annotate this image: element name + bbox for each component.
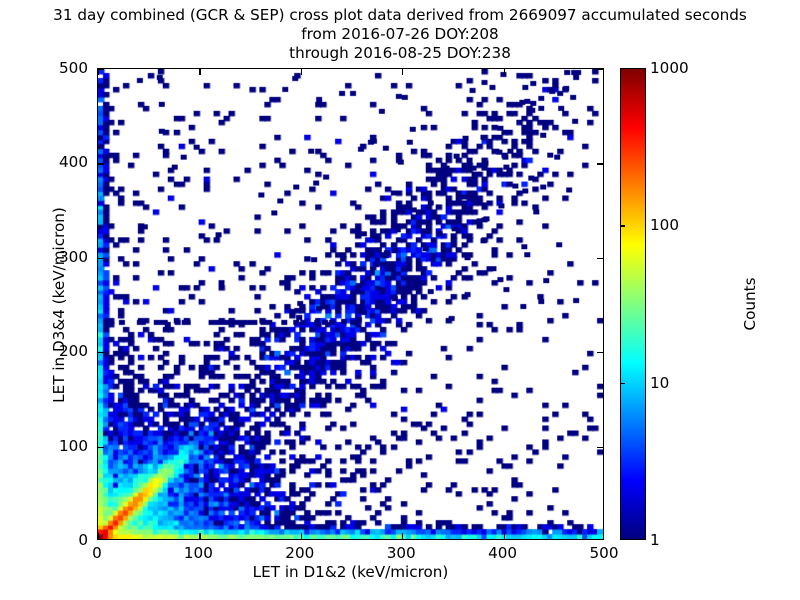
y-tick-mark — [98, 446, 104, 448]
colorbar-tick-mark — [620, 382, 625, 384]
y-tick-mark — [98, 69, 104, 71]
y-tick-mark — [597, 163, 603, 165]
title-line-2: from 2016-07-26 DOY:208 — [301, 25, 499, 43]
y-tick-mark — [98, 257, 104, 260]
y-tick-label: 300 — [59, 247, 88, 266]
x-tick-mark — [98, 533, 100, 539]
x-tick-mark — [199, 69, 201, 75]
title-line-1: 31 day combined (GCR & SEP) cross plot d… — [53, 6, 747, 24]
x-tick-label: 500 — [589, 544, 619, 562]
x-tick-mark — [300, 69, 303, 75]
colorbar-tick-mark — [620, 225, 625, 227]
y-tick-mark — [597, 352, 603, 354]
y-tick-mark — [597, 257, 603, 260]
x-tick-label: 400 — [488, 544, 518, 562]
colorbar-tick-label: 10 — [650, 373, 670, 392]
y-tick-mark — [597, 69, 603, 71]
y-tick-mark — [98, 163, 104, 165]
x-tick-label: 100 — [183, 544, 213, 562]
title-line-3: through 2016-08-25 DOY:238 — [289, 44, 511, 62]
y-tick-label: 400 — [59, 153, 88, 172]
colorbar-gradient — [620, 68, 646, 540]
chart-title: 31 day combined (GCR & SEP) cross plot d… — [0, 6, 800, 63]
y-tick-label: 0 — [78, 531, 88, 549]
y-tick-mark — [597, 446, 603, 448]
heatmap-canvas — [98, 69, 603, 539]
plot-area — [97, 68, 604, 540]
x-tick-label: 0 — [92, 544, 102, 562]
x-tick-mark — [402, 533, 404, 539]
x-tick-mark — [199, 533, 201, 539]
x-tick-label: 200 — [285, 544, 315, 562]
x-tick-mark — [300, 533, 303, 539]
colorbar-tick-label: 1 — [650, 531, 660, 549]
x-tick-mark — [98, 69, 100, 75]
x-tick-label: 300 — [386, 544, 416, 562]
y-axis-label: LET in D3&4 (keV/micron) — [50, 207, 68, 403]
y-tick-label: 500 — [59, 59, 88, 77]
y-tick-label: 100 — [59, 436, 88, 455]
x-axis-label: LET in D1&2 (keV/micron) — [252, 563, 449, 581]
colorbar-tick-label: 100 — [650, 216, 679, 235]
colorbar — [620, 68, 646, 540]
y-tick-label: 200 — [59, 342, 88, 361]
x-tick-mark — [503, 69, 505, 75]
x-tick-mark — [402, 69, 404, 75]
y-tick-mark — [98, 352, 104, 354]
colorbar-tick-label: 1000 — [650, 59, 689, 77]
x-tick-mark — [503, 533, 505, 539]
colorbar-label: Counts — [741, 277, 759, 331]
